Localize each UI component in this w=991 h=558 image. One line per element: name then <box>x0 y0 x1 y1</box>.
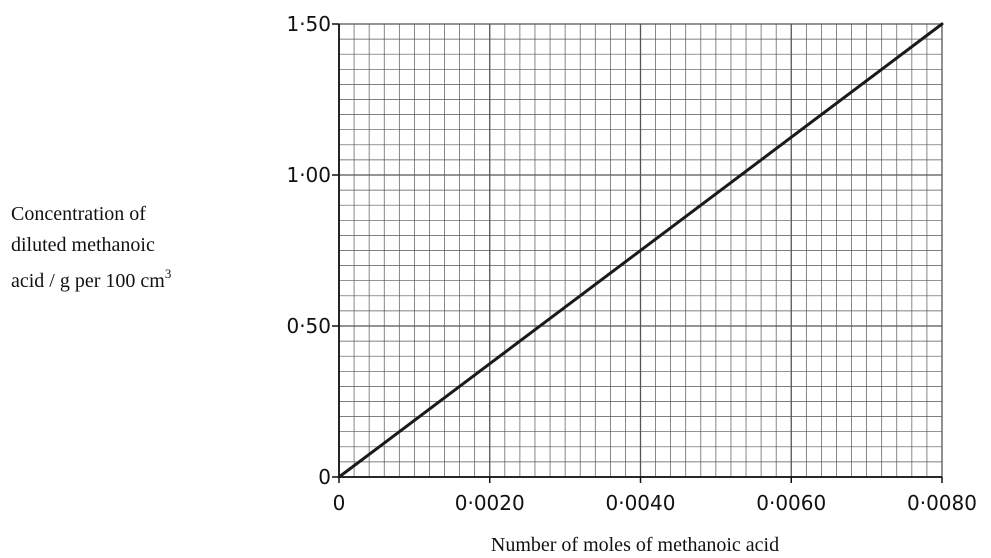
x-tick-label: 0 <box>333 491 346 515</box>
x-tick-label: 0·0080 <box>907 491 977 515</box>
y-tick-label: 0·50 <box>286 314 331 338</box>
x-tick-label: 0·0040 <box>606 491 676 515</box>
chart-grid <box>338 23 943 478</box>
chart-series <box>337 22 944 479</box>
series-line <box>337 22 944 479</box>
y-tick-label: 1·00 <box>286 163 331 187</box>
ylabel-superscript: 3 <box>165 266 172 281</box>
x-tick-label: 0·0020 <box>455 491 525 515</box>
chart-axes <box>332 23 943 483</box>
ylabel-line-3: acid / g per 100 cm3 <box>11 266 171 292</box>
x-tick-label: 0·0060 <box>756 491 826 515</box>
ylabel-line-3-text: acid / g per 100 cm <box>11 270 165 292</box>
y-tick-label: 1·50 <box>286 12 331 36</box>
xlabel: Number of moles of methanoic acid <box>491 534 779 556</box>
y-tick-label: 0 <box>318 465 331 489</box>
ylabel-line-2: diluted methanoic <box>11 234 155 256</box>
chart-tick-labels: 0 0·50 1·00 1·50 0 0·0020 0·0040 0·0060 0·0080 <box>286 12 977 515</box>
ylabel-line-1: Concentration of <box>11 203 146 225</box>
